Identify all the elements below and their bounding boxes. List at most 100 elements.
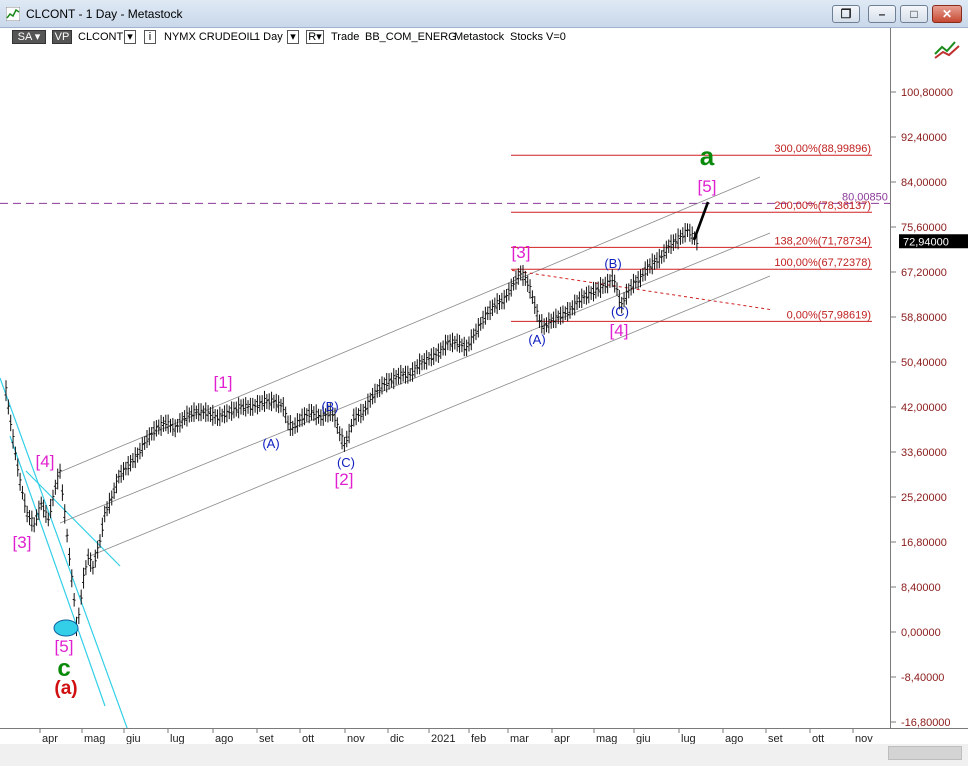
price-bar bbox=[335, 417, 339, 434]
price-bar bbox=[432, 346, 436, 365]
price-bar bbox=[608, 274, 612, 288]
price-bar bbox=[84, 560, 88, 576]
price-chart-area[interactable]: 80,00850 300,00%(88,99896) 200,00%(78,3613… bbox=[0, 46, 890, 737]
price-bar bbox=[258, 395, 262, 412]
symbol-label[interactable]: CLCONT bbox=[78, 31, 124, 43]
price-bar bbox=[89, 552, 93, 572]
trade-label[interactable]: Trade bbox=[331, 31, 360, 43]
fib-level-label: 0,00%(57,98619) bbox=[787, 309, 871, 321]
price-bar bbox=[166, 414, 170, 434]
price-bar bbox=[568, 302, 572, 319]
price-bar bbox=[20, 485, 24, 500]
price-bar bbox=[183, 410, 187, 426]
price-bar bbox=[23, 493, 27, 513]
uptrend-channel-line bbox=[89, 275, 771, 557]
price-bar bbox=[493, 297, 497, 313]
price-bar bbox=[178, 413, 182, 433]
restore-chart-button[interactable]: ❐ bbox=[832, 5, 860, 23]
price-bar bbox=[255, 394, 259, 415]
price-bar bbox=[561, 305, 565, 324]
price-bar bbox=[486, 306, 490, 321]
time-axis-label: feb bbox=[471, 733, 486, 745]
price-axis-label: 84,00000 bbox=[901, 177, 947, 189]
low-marker-ellipse bbox=[53, 619, 79, 637]
wave-label: (A) bbox=[528, 332, 545, 347]
time-axis[interactable]: apr mag giu lug ago set ott nov dic 2021 feb mar apr… bbox=[0, 728, 968, 745]
price-bar bbox=[669, 234, 673, 254]
price-bar bbox=[25, 505, 29, 523]
symbol-dropdown-icon[interactable]: ▾ bbox=[124, 30, 136, 44]
price-bar bbox=[91, 560, 95, 575]
price-bar bbox=[147, 427, 151, 446]
price-bar bbox=[345, 430, 349, 448]
price-bar bbox=[657, 248, 661, 269]
price-bar bbox=[307, 403, 311, 424]
price-chart[interactable]: 80,00850 300,00%(88,99896) 200,00%(78,3613… bbox=[0, 46, 890, 737]
price-bar bbox=[556, 310, 560, 325]
price-bar bbox=[620, 296, 624, 314]
price-bar bbox=[65, 528, 69, 543]
period-label[interactable]: 1 Day bbox=[254, 31, 283, 43]
fib-level-label: 300,00%(88,99896) bbox=[774, 143, 871, 155]
price-bar bbox=[35, 509, 39, 526]
price-bar bbox=[129, 454, 133, 472]
price-bar bbox=[371, 387, 375, 405]
minimize-button[interactable]: – bbox=[868, 5, 896, 23]
price-bar bbox=[601, 278, 605, 294]
price-bar bbox=[643, 261, 647, 281]
info-icon[interactable]: i bbox=[144, 30, 156, 44]
source-label: BB_COM_ENERG bbox=[365, 31, 457, 43]
price-bar bbox=[326, 404, 330, 423]
price-bar bbox=[674, 233, 678, 249]
price-bar bbox=[392, 368, 396, 390]
price-bar bbox=[530, 290, 534, 304]
price-bar bbox=[624, 283, 628, 305]
price-bar bbox=[512, 276, 516, 291]
price-bar bbox=[592, 281, 595, 302]
price-bar bbox=[420, 355, 424, 371]
price-bar bbox=[606, 273, 610, 294]
price-bar bbox=[295, 413, 299, 433]
downtrend-channel-line bbox=[9, 435, 106, 707]
price-bar bbox=[291, 420, 295, 436]
price-bar bbox=[368, 392, 372, 408]
price-bar bbox=[140, 437, 144, 457]
horizontal-scrollbar[interactable] bbox=[0, 744, 968, 766]
price-bar bbox=[549, 313, 553, 329]
price-axis[interactable]: 100,80000 92,40000 84,00000 75,60000 67,2000… bbox=[890, 28, 968, 729]
price-bar bbox=[67, 547, 71, 566]
fib-level-label: 200,00%(78,36137) bbox=[774, 200, 871, 212]
scrollbar-thumb[interactable] bbox=[888, 746, 962, 760]
price-axis-label: 16,80000 bbox=[901, 537, 947, 549]
maximize-button[interactable]: □ bbox=[900, 5, 928, 23]
price-bar bbox=[563, 306, 567, 321]
restore-icon: ❐ bbox=[840, 7, 852, 21]
price-bar bbox=[274, 393, 278, 412]
price-bar bbox=[545, 317, 548, 333]
time-axis-label: 2021 bbox=[431, 733, 455, 745]
price-bar bbox=[660, 250, 664, 264]
refresh-dropdown-icon[interactable]: R▾ bbox=[306, 30, 324, 44]
fib-projection-line bbox=[511, 269, 771, 310]
tools-icon[interactable] bbox=[933, 38, 963, 60]
price-bar bbox=[389, 372, 393, 388]
wave-label: [1] bbox=[214, 373, 233, 392]
price-bar bbox=[246, 400, 250, 414]
price-axis-label: -8,40000 bbox=[901, 672, 944, 684]
price-bar bbox=[103, 505, 107, 523]
price-bar bbox=[39, 496, 43, 511]
price-bar bbox=[596, 281, 600, 297]
minimize-icon: – bbox=[878, 7, 886, 21]
price-bar bbox=[13, 446, 17, 461]
close-button[interactable]: ✕ bbox=[932, 5, 962, 23]
price-bar bbox=[272, 394, 276, 409]
price-bar bbox=[244, 397, 248, 417]
sa-dropdown[interactable]: SA ▾ bbox=[12, 30, 46, 44]
vp-button[interactable]: VP bbox=[52, 30, 72, 44]
price-bar bbox=[324, 408, 328, 422]
price-bar bbox=[263, 390, 266, 412]
wave-label: [4] bbox=[610, 321, 629, 340]
period-dropdown-icon[interactable]: ▾ bbox=[287, 30, 299, 44]
price-axis-label: 67,20000 bbox=[901, 267, 947, 279]
price-bar bbox=[281, 397, 285, 417]
